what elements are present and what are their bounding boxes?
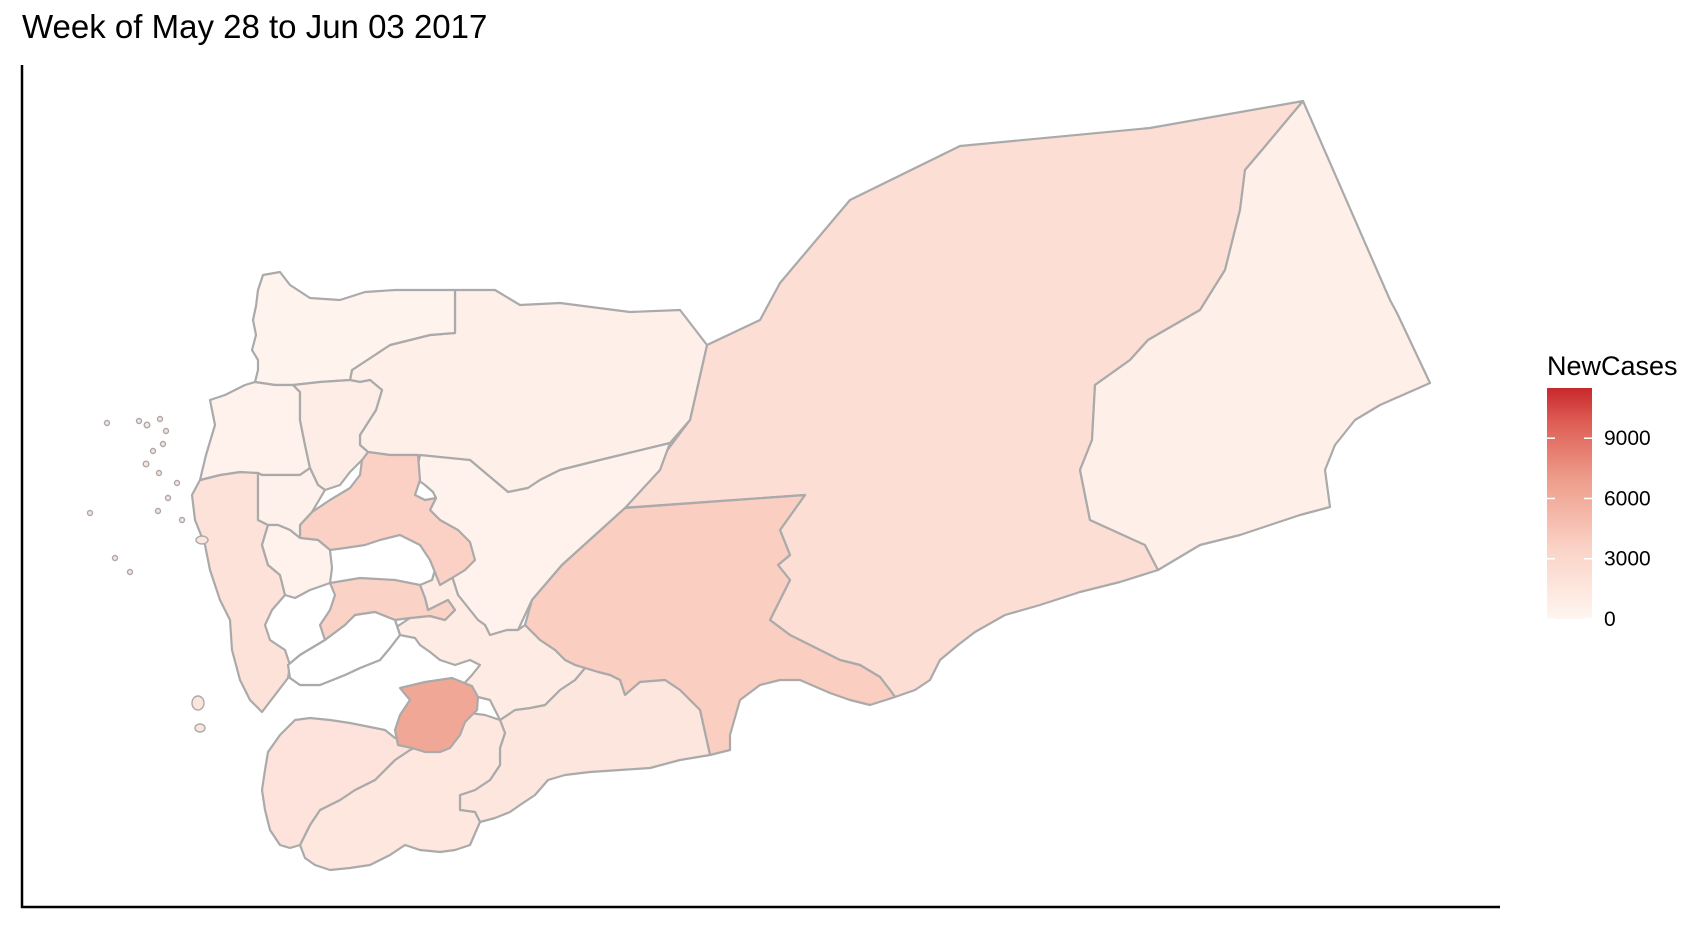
- legend-tick-label: 6000: [1604, 487, 1651, 510]
- legend-tick-label: 3000: [1604, 548, 1651, 571]
- legend-ticks: 0 3000 6000 9000: [1547, 427, 1651, 631]
- region-raymah[interactable]: [260, 523, 334, 600]
- region-no-data[interactable]: [286, 610, 402, 687]
- region-hajjah[interactable]: [198, 380, 312, 482]
- region-al-mahwit[interactable]: [256, 466, 327, 540]
- region-amran[interactable]: [291, 378, 384, 492]
- map-title: Week of May 28 to Jun 03 2017: [22, 8, 487, 45]
- region-taizz[interactable]: [260, 716, 422, 850]
- islands-layer: [86, 415, 209, 733]
- region-dhamar[interactable]: [318, 576, 457, 642]
- legend-colorbar: [1547, 388, 1592, 619]
- region-ibb[interactable]: [393, 676, 480, 754]
- regions-layer: [190, 99, 1432, 872]
- region-al-mahrah[interactable]: [1078, 99, 1432, 572]
- legend-title: NewCases: [1547, 351, 1678, 381]
- legend: NewCases 0 3000 6000 9000: [1547, 351, 1678, 631]
- legend-tick-label: 9000: [1604, 427, 1651, 450]
- legend-tick-label: 0: [1604, 608, 1616, 631]
